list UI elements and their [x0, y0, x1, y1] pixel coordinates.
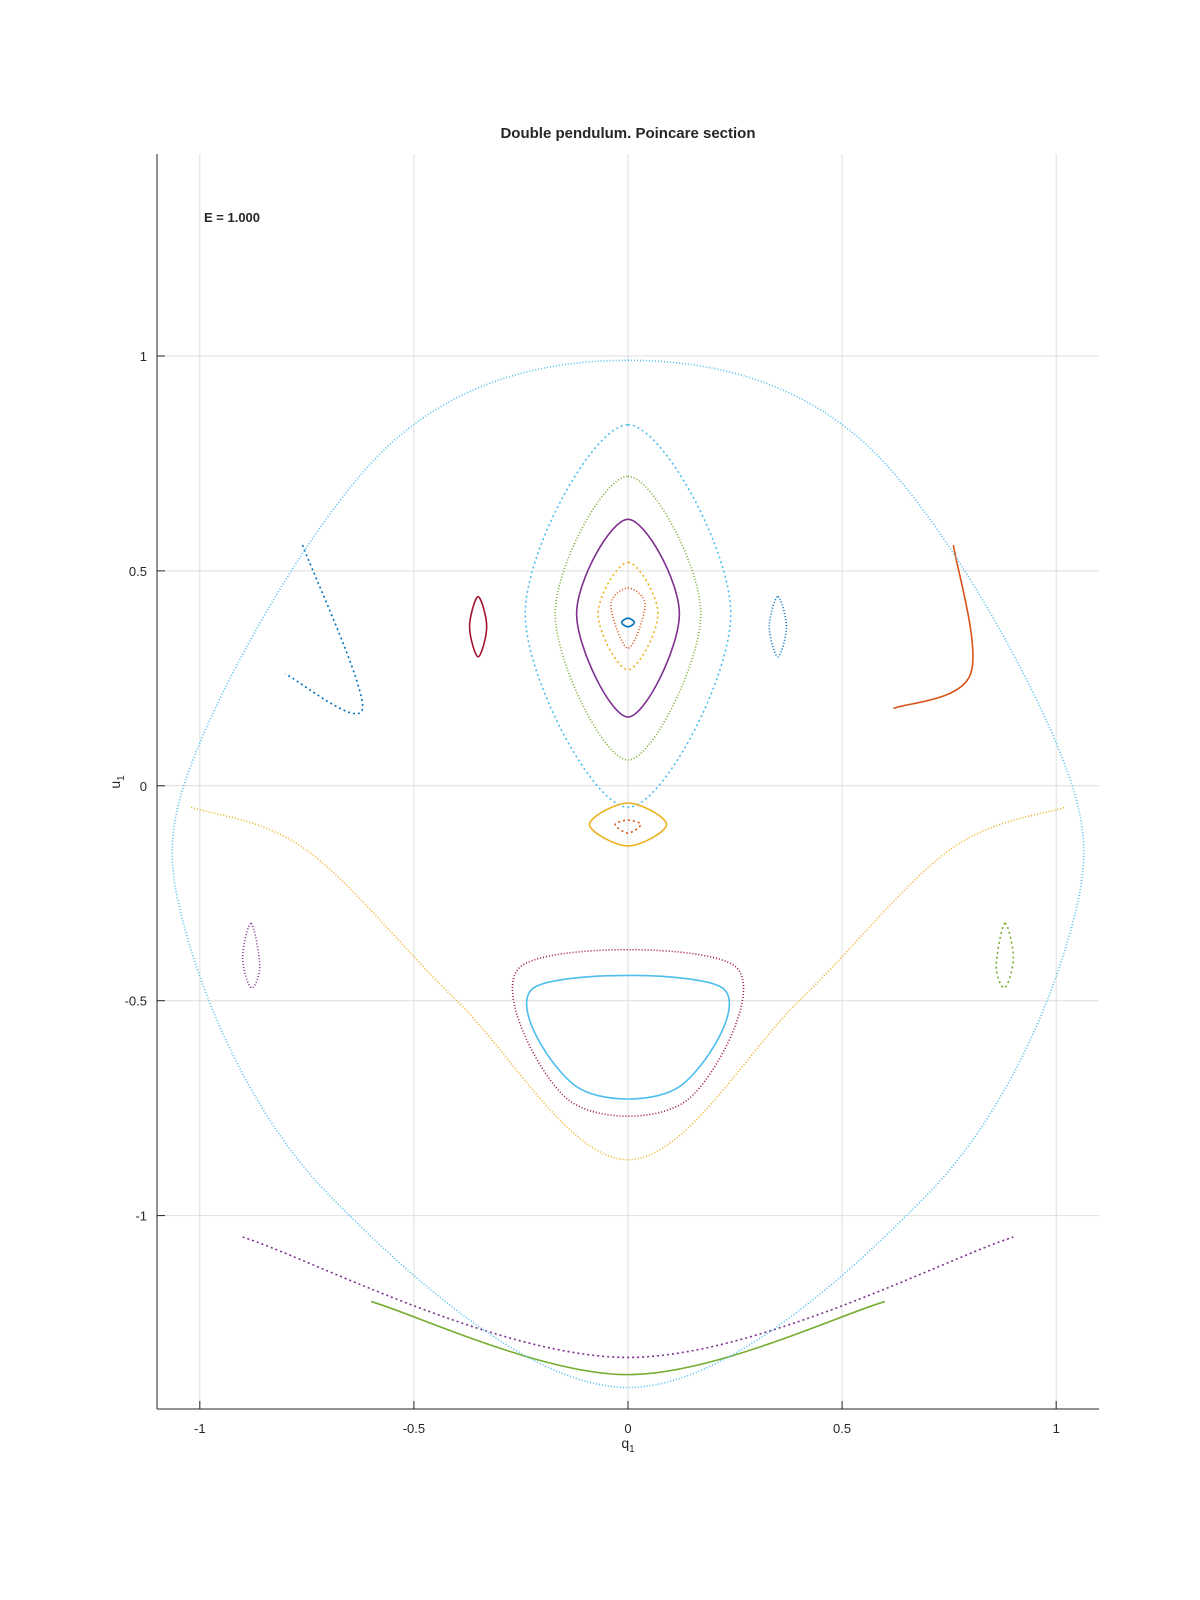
y-axis-label: u1 [107, 775, 127, 789]
y-tick-label: 1 [140, 349, 147, 364]
orbit-curve [893, 545, 974, 710]
plot-area [171, 359, 1085, 1389]
orbit-curve [526, 974, 730, 1100]
y-tick-label: -1 [135, 1209, 147, 1224]
x-tick-label: 0 [624, 1421, 631, 1436]
orbit-curve [610, 587, 646, 650]
y-axis-label-subscript: 1 [116, 775, 127, 781]
orbit-curve [768, 595, 788, 658]
grid [157, 154, 1099, 1409]
orbit-curve [468, 595, 488, 658]
orbit-curve [241, 922, 261, 989]
y-axis-label-main: u [107, 781, 123, 789]
orbit-curve [370, 1300, 886, 1376]
x-tick-label: -1 [194, 1421, 206, 1436]
orbit-curve [588, 802, 668, 847]
orbit-curve [620, 617, 636, 628]
orbit-curve [285, 544, 364, 715]
y-ticks: -1 -0.5 0 0.5 1 [125, 349, 165, 1224]
orbit-curve [995, 922, 1015, 989]
y-tick-label: -0.5 [125, 994, 147, 1009]
x-axis-label-subscript: 1 [629, 1444, 635, 1455]
orbit-curve [190, 806, 1066, 1161]
x-axis-label-main: q [621, 1435, 629, 1451]
orbit-curve [242, 1236, 1014, 1359]
x-ticks: -1 -0.5 0 0.5 1 [194, 1401, 1060, 1436]
orbit-curve [554, 475, 702, 761]
x-tick-label: 0.5 [833, 1421, 851, 1436]
orbit-curve [524, 423, 732, 809]
orbit-curve [511, 948, 745, 1117]
x-axis-label: q1 [621, 1435, 635, 1455]
chart-title: Double pendulum. Poincare section [500, 125, 755, 142]
orbit-curve [575, 518, 681, 718]
x-tick-label: -0.5 [403, 1421, 425, 1436]
x-tick-label: 1 [1053, 1421, 1060, 1436]
energy-annotation: E = 1.000 [204, 210, 260, 225]
y-tick-label: 0 [140, 779, 147, 794]
orbit-curve [614, 819, 642, 834]
y-tick-label: 0.5 [129, 564, 147, 579]
